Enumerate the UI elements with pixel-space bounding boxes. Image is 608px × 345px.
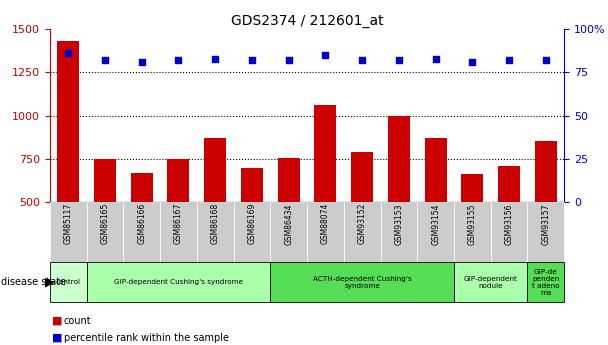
- Text: percentile rank within the sample: percentile rank within the sample: [64, 333, 229, 343]
- Text: ▶: ▶: [45, 276, 55, 288]
- Text: GSM86168: GSM86168: [211, 203, 219, 244]
- Bar: [86, 202, 123, 262]
- Bar: [94, 159, 116, 288]
- Bar: [57, 41, 79, 288]
- Text: GSM88074: GSM88074: [321, 203, 330, 244]
- Text: disease state: disease state: [1, 277, 66, 287]
- Text: ■: ■: [52, 333, 62, 343]
- Bar: [535, 141, 557, 288]
- Text: GSM85117: GSM85117: [64, 203, 73, 244]
- Text: ■: ■: [52, 316, 62, 326]
- Bar: [50, 262, 86, 302]
- Bar: [197, 202, 233, 262]
- Text: ACTH-dependent Cushing's
syndrome: ACTH-dependent Cushing's syndrome: [313, 276, 412, 288]
- Text: GIP-dependent
nodule: GIP-dependent nodule: [464, 276, 517, 288]
- Point: [63, 51, 73, 56]
- Text: GSM86166: GSM86166: [137, 203, 146, 244]
- Bar: [278, 158, 300, 288]
- Text: GSM93152: GSM93152: [358, 203, 367, 244]
- Bar: [307, 202, 344, 262]
- Text: GSM93155: GSM93155: [468, 203, 477, 245]
- Bar: [461, 174, 483, 288]
- Text: GIP-de
penden
t adeno
ma: GIP-de penden t adeno ma: [532, 268, 559, 296]
- Text: GIP-dependent Cushing's syndrome: GIP-dependent Cushing's syndrome: [114, 279, 243, 285]
- Bar: [271, 262, 454, 302]
- Point: [358, 58, 367, 63]
- Bar: [50, 202, 86, 262]
- Point: [430, 56, 440, 61]
- Point: [210, 56, 220, 61]
- Point: [284, 58, 294, 63]
- Bar: [424, 138, 447, 288]
- Point: [137, 59, 147, 65]
- Bar: [498, 166, 520, 288]
- Point: [541, 58, 551, 63]
- Text: GSM86165: GSM86165: [100, 203, 109, 244]
- Bar: [160, 202, 197, 262]
- Text: GSM93153: GSM93153: [395, 203, 403, 245]
- Bar: [381, 202, 417, 262]
- Bar: [314, 105, 336, 288]
- Text: GSM86434: GSM86434: [284, 203, 293, 245]
- Bar: [528, 262, 564, 302]
- Bar: [204, 138, 226, 288]
- Bar: [454, 202, 491, 262]
- Bar: [351, 152, 373, 288]
- Title: GDS2374 / 212601_at: GDS2374 / 212601_at: [230, 14, 384, 28]
- Point: [468, 59, 477, 65]
- Point: [394, 58, 404, 63]
- Text: count: count: [64, 316, 91, 326]
- Point: [173, 58, 183, 63]
- Bar: [344, 202, 381, 262]
- Text: GSM86167: GSM86167: [174, 203, 183, 244]
- Point: [247, 58, 257, 63]
- Bar: [241, 168, 263, 288]
- Point: [504, 58, 514, 63]
- Text: GSM93154: GSM93154: [431, 203, 440, 245]
- Bar: [388, 116, 410, 288]
- Bar: [86, 262, 271, 302]
- Bar: [233, 202, 271, 262]
- Bar: [491, 202, 528, 262]
- Text: GSM86169: GSM86169: [247, 203, 257, 244]
- Bar: [417, 202, 454, 262]
- Text: GSM93157: GSM93157: [541, 203, 550, 245]
- Bar: [271, 202, 307, 262]
- Bar: [454, 262, 528, 302]
- Bar: [131, 172, 153, 288]
- Point: [320, 52, 330, 58]
- Bar: [528, 202, 564, 262]
- Text: GSM93156: GSM93156: [505, 203, 514, 245]
- Text: control: control: [56, 279, 81, 285]
- Bar: [123, 202, 160, 262]
- Bar: [167, 159, 190, 288]
- Point: [100, 58, 110, 63]
